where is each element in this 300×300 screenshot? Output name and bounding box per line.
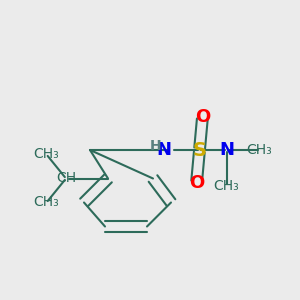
Text: N: N: [219, 141, 234, 159]
Text: H: H: [150, 139, 162, 152]
Text: S: S: [193, 140, 206, 160]
Text: O: O: [189, 174, 204, 192]
Text: O: O: [195, 108, 210, 126]
Text: CH₃: CH₃: [214, 179, 239, 193]
Text: CH₃: CH₃: [34, 196, 59, 209]
Text: N: N: [156, 141, 171, 159]
Text: CH₃: CH₃: [247, 143, 272, 157]
Text: CH₃: CH₃: [34, 148, 59, 161]
Text: CH: CH: [56, 172, 76, 185]
